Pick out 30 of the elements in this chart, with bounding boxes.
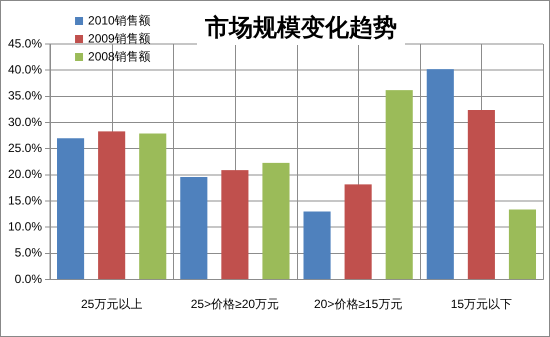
x-tick-label: 25>价格≥20万元 xyxy=(190,297,280,312)
bar xyxy=(508,209,536,280)
chart-title: 市场规模变化趋势 xyxy=(204,14,397,42)
bar xyxy=(180,176,208,280)
y-tick-label: 40.0% xyxy=(8,62,42,76)
bar xyxy=(139,134,166,280)
bar xyxy=(468,110,495,280)
legend-label: 2008销售额 xyxy=(88,49,151,64)
y-tick-label: 35.0% xyxy=(8,88,42,103)
y-tick-label: 30.0% xyxy=(8,114,42,129)
bar xyxy=(98,131,126,280)
y-tick-label: 45.0% xyxy=(8,36,42,50)
legend-label: 2010销售额 xyxy=(88,13,151,28)
y-tick-label: 0.0% xyxy=(14,272,42,286)
legend-label: 2009销售额 xyxy=(88,31,151,46)
y-tick-label: 5.0% xyxy=(14,246,42,260)
y-tick-label: 10.0% xyxy=(8,220,42,234)
bar xyxy=(344,184,372,280)
bar xyxy=(262,162,290,280)
x-tick-label: 25万元以上 xyxy=(80,297,142,312)
x-tick-label: 15万元以下 xyxy=(450,297,512,312)
bar xyxy=(57,138,84,280)
y-tick-label: 25.0% xyxy=(8,141,42,156)
bar xyxy=(386,90,413,280)
bar xyxy=(426,69,454,280)
y-tick-label: 20.0% xyxy=(8,167,42,182)
bar xyxy=(303,212,331,280)
y-tick-label: 15.0% xyxy=(8,193,42,208)
x-tick-label: 20>价格≥15万元 xyxy=(314,297,402,312)
bar xyxy=(221,170,248,280)
